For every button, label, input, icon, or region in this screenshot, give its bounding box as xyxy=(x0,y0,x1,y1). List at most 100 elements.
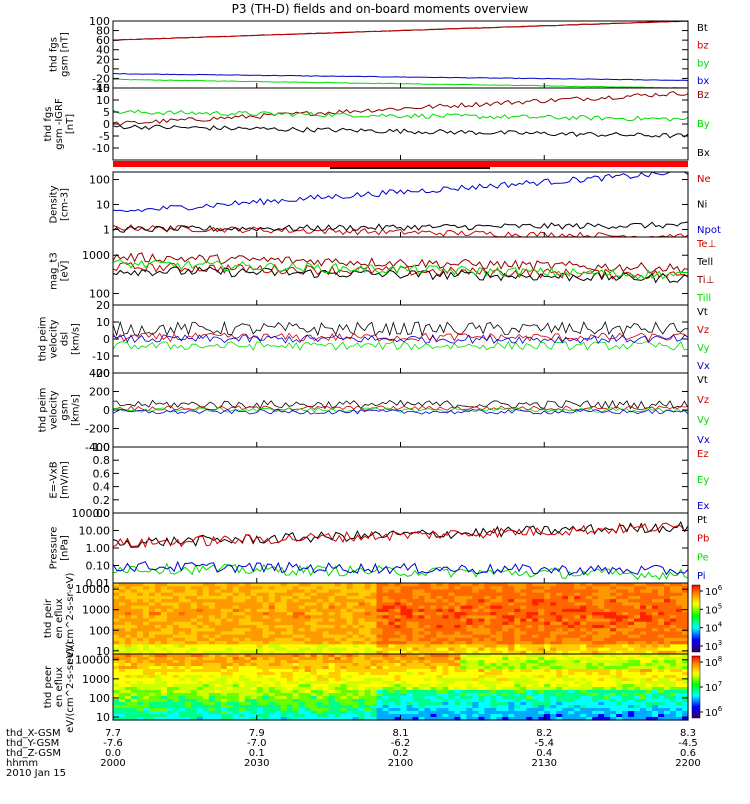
legend-entry: Vy xyxy=(697,415,710,426)
spectrogram-cell xyxy=(346,711,354,715)
spectrogram-cell xyxy=(166,634,174,639)
spectrogram-cell xyxy=(580,717,587,721)
spectrogram-cell xyxy=(502,612,509,616)
spectrogram-cell xyxy=(610,660,617,664)
spectrogram-cell xyxy=(178,678,186,682)
spectrogram-cell xyxy=(610,605,617,610)
spectrogram-cell xyxy=(448,592,456,597)
spectrogram-cell xyxy=(442,663,450,667)
spectrogram-cell xyxy=(214,669,222,673)
spectrogram-cell xyxy=(628,702,635,706)
spectrogram-cell xyxy=(274,641,282,645)
spectrogram-cell xyxy=(640,602,647,607)
spectrogram-cell xyxy=(196,696,204,700)
spectrogram-cell xyxy=(154,684,162,688)
spectrogram-cell xyxy=(538,708,545,712)
spectrogram-cell xyxy=(460,684,467,688)
spectrogram-cell xyxy=(676,612,683,616)
spectrogram-cell xyxy=(172,699,180,703)
spectrogram-cell xyxy=(520,612,527,616)
spectrogram-cell xyxy=(502,592,509,597)
spectrogram-cell xyxy=(298,641,306,645)
legend-entry: Pb xyxy=(697,534,709,545)
spectrogram-cell xyxy=(328,666,336,670)
spectrogram-cell xyxy=(484,687,491,691)
spectrogram-cell xyxy=(202,624,210,629)
spectrogram-cell xyxy=(490,660,497,664)
spectrogram-cell xyxy=(202,687,210,691)
spectrogram-cell xyxy=(184,612,192,616)
spectrogram-cell xyxy=(352,583,360,587)
spectrogram-cell xyxy=(304,612,312,616)
spectrogram-cell xyxy=(226,711,234,715)
spectrogram-cell xyxy=(454,599,461,603)
spectrogram-cell xyxy=(610,714,617,718)
spectrogram-cell xyxy=(664,681,671,685)
spectrogram-cell xyxy=(250,684,258,688)
spectrogram-cell xyxy=(298,618,306,623)
spectrogram-cell xyxy=(316,605,324,610)
spectrogram-cell xyxy=(604,705,611,709)
spectrogram-cell xyxy=(466,618,473,623)
spectrogram-cell xyxy=(604,618,611,623)
spectrogram-cell xyxy=(136,583,144,587)
spectrogram-cell xyxy=(484,647,491,652)
spectrogram-cell xyxy=(418,608,426,613)
spectrogram-cell xyxy=(562,592,569,597)
spectrogram-cell xyxy=(538,669,545,673)
spectrogram-cell xyxy=(220,696,228,700)
spectrogram-cell xyxy=(370,684,378,688)
spectrogram-cell xyxy=(394,583,402,587)
spectrogram-cell xyxy=(124,618,132,623)
spectrogram-cell xyxy=(310,669,318,673)
spectrogram-cell xyxy=(148,717,156,721)
spectrogram-cell xyxy=(376,675,384,679)
spectrogram-cell xyxy=(658,647,665,652)
spectrogram-cell xyxy=(490,714,497,718)
spectrogram-cell xyxy=(346,644,354,649)
spectrogram-cell xyxy=(310,605,318,610)
series-line-Pb xyxy=(112,522,689,549)
spectrogram-cell xyxy=(670,599,677,603)
spectrogram-cell xyxy=(640,684,647,688)
spectrogram-cell xyxy=(520,657,527,661)
spectrogram-cell xyxy=(628,628,635,633)
spectrogram-cell xyxy=(136,687,144,691)
spectrogram-cell xyxy=(124,631,132,636)
y-tick-label: 10000 xyxy=(75,654,110,667)
spectrogram-cell xyxy=(226,650,234,655)
spectrogram-cell xyxy=(556,615,563,620)
spectrogram-cell xyxy=(244,618,252,623)
spectrogram-cell xyxy=(262,608,270,613)
spectrogram-cell xyxy=(184,654,192,658)
spectrogram-cell xyxy=(214,631,222,636)
spectrogram-cell xyxy=(652,714,659,718)
spectrogram-cell xyxy=(142,634,150,639)
spectrogram-cell xyxy=(586,612,593,616)
spectrogram-cell xyxy=(268,660,276,664)
spectrogram-cell xyxy=(232,615,240,620)
spectrogram-cell xyxy=(376,595,384,600)
spectrogram-cell xyxy=(244,621,252,626)
spectrogram-cell xyxy=(136,657,144,661)
spectrogram-cell xyxy=(520,678,527,682)
spectrogram-cell xyxy=(388,608,396,613)
spectrogram-cell xyxy=(496,637,503,642)
spectrogram-cell xyxy=(304,631,312,636)
spectrogram-cell xyxy=(676,624,683,629)
spectrogram-cell xyxy=(184,669,192,673)
spectrogram-cell xyxy=(562,654,569,658)
spectrogram-cell xyxy=(574,647,581,652)
spectrogram-cell xyxy=(238,624,246,629)
spectrogram-cell xyxy=(616,595,623,600)
spectrogram-cell xyxy=(166,693,174,697)
spectrogram-cell xyxy=(526,641,533,645)
spectrogram-cell xyxy=(382,675,390,679)
y-axis-label: thd peiren efluxeV/(cm^2-s-sr-eV) xyxy=(43,572,76,664)
spectrogram-cell xyxy=(574,693,581,697)
spectrogram-cell xyxy=(616,660,623,664)
spectrogram-cell xyxy=(568,599,575,603)
spectrogram-cell xyxy=(196,641,204,645)
spectrogram-cell xyxy=(574,687,581,691)
spectrogram-cell xyxy=(418,687,426,691)
